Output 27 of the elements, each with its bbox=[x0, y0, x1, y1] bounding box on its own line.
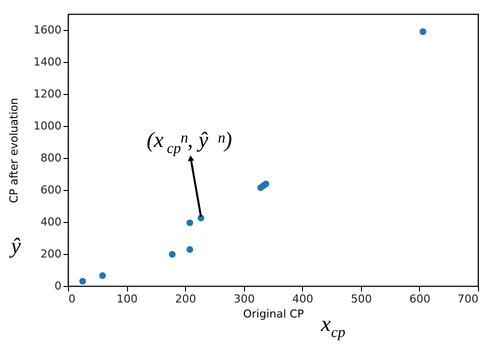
x-tick-label: 600 bbox=[409, 292, 430, 306]
y-tick-label: 0 bbox=[54, 280, 62, 292]
x-tick-label: 200 bbox=[175, 292, 196, 306]
point bbox=[262, 180, 270, 188]
point bbox=[99, 272, 106, 279]
point bbox=[420, 28, 426, 35]
x-tick-label: 0 bbox=[68, 292, 76, 306]
point bbox=[168, 250, 176, 258]
y-tick-label: 1600 bbox=[34, 24, 62, 36]
x-tick-label: 100 bbox=[116, 292, 138, 306]
y-tick-label: 800 bbox=[40, 152, 62, 164]
point bbox=[79, 278, 86, 285]
x-tick-label: 300 bbox=[234, 292, 255, 306]
y-tick-label: 400 bbox=[40, 216, 62, 228]
y-tick-label: 600 bbox=[40, 184, 62, 196]
x-tick-label: 400 bbox=[292, 292, 314, 306]
y-tick-label: 1200 bbox=[34, 88, 62, 100]
y-axis-title: CP after evoluation bbox=[8, 98, 21, 204]
text: ŷ bbox=[8, 233, 21, 258]
y-tick-label: 200 bbox=[40, 248, 62, 260]
point bbox=[186, 246, 194, 253]
y-tick-label: 1000 bbox=[34, 120, 62, 132]
y-tick-label: 1400 bbox=[34, 56, 62, 68]
x-tick-label: 700 bbox=[458, 292, 478, 306]
point bbox=[186, 219, 194, 226]
x-axis-title: Original CP bbox=[243, 308, 304, 320]
x-tick-label: 500 bbox=[350, 292, 372, 306]
